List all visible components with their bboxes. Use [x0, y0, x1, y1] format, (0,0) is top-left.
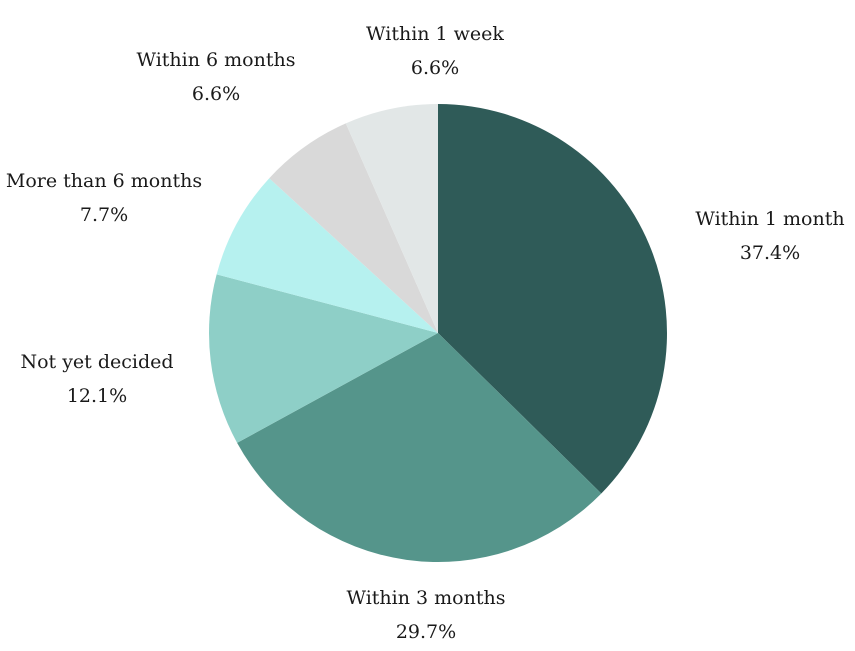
slice-value-label: 12.1%: [67, 385, 127, 407]
slice-value-label: 6.6%: [411, 57, 459, 79]
pie-labels: Within 1 month 37.4% Within 3 months 29.7% N…: [6, 23, 845, 643]
slice-label: Within 1 month: [695, 208, 844, 230]
slice-label: More than 6 months: [6, 170, 202, 192]
slice-value-label: 37.4%: [740, 242, 800, 264]
pie-slice-within-1-month: [438, 104, 668, 494]
pie-slices: [208, 104, 668, 563]
pie-slice-within-6-months: [269, 123, 438, 333]
pie-slice-more-than-6-months: [216, 178, 438, 333]
pie-slice-not-yet-decided: [208, 274, 438, 443]
slice-label: Within 6 months: [137, 49, 296, 71]
slice-value-label: 6.6%: [192, 83, 240, 105]
pie-slice-within-3-months: [237, 333, 602, 563]
slice-label: Within 1 week: [366, 23, 504, 45]
slice-label: Not yet decided: [20, 351, 173, 373]
pie-slice-within-1-week: [345, 104, 438, 333]
slice-value-label: 7.7%: [80, 204, 128, 226]
slice-value-label: 29.7%: [396, 621, 456, 643]
slice-label: Within 3 months: [347, 587, 506, 609]
